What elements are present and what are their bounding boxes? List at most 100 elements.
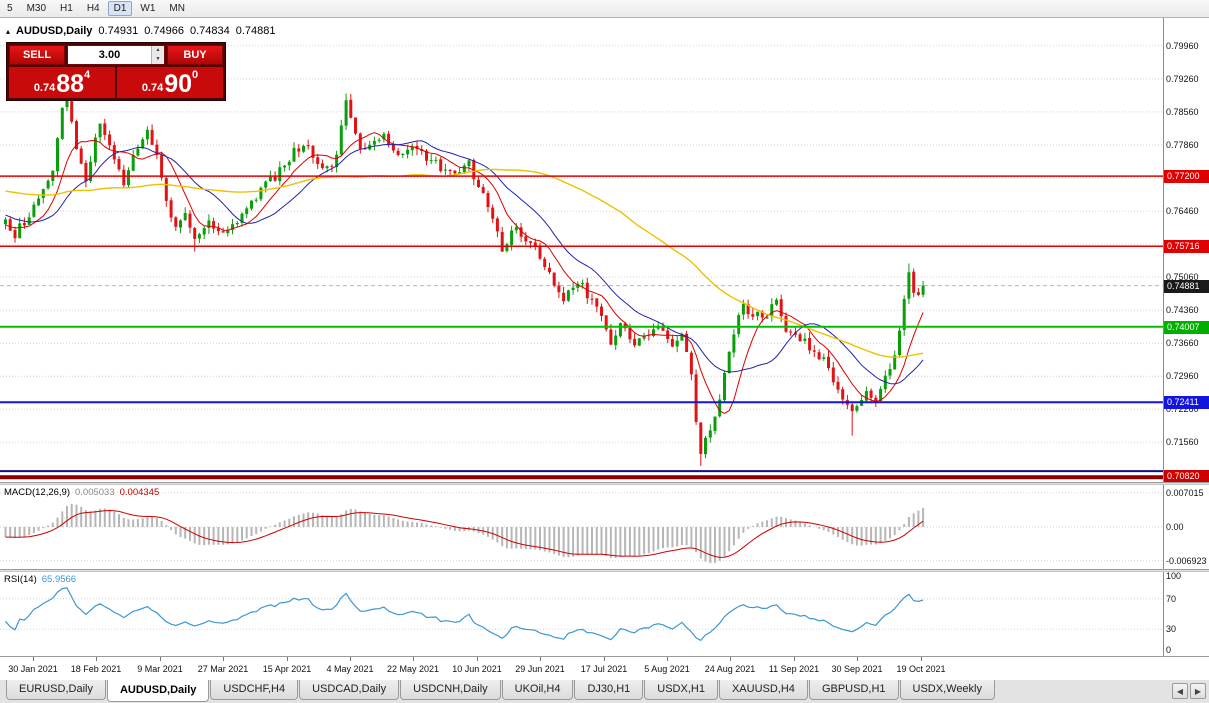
chart-tab-usdchf-h4[interactable]: USDCHF,H4 bbox=[210, 680, 299, 700]
chart-tab-audusd-daily[interactable]: AUDUSD,Daily bbox=[106, 680, 210, 702]
date-tick bbox=[33, 657, 34, 661]
chart-tab-usdcad-daily[interactable]: USDCAD,Daily bbox=[299, 680, 400, 700]
tab-list: EURUSD,Daily AUDUSD,Daily USDCHF,H4 USDCAD,… bbox=[6, 680, 996, 702]
date-tick bbox=[857, 657, 858, 661]
axis-tick-label: 0.74360 bbox=[1166, 305, 1199, 315]
timeframe-toolbar: 5 M30 H1 H4 D1 W1 MN bbox=[0, 0, 1209, 18]
date-label: 17 Jul 2021 bbox=[580, 664, 628, 674]
one-click-trading-panel: SELL 3.00 ▲ ▼ BUY 0.74 88 4 0.74 90 0 bbox=[6, 42, 226, 101]
rsi-axis[interactable]: 100 70 30 0 bbox=[1163, 572, 1209, 656]
collapse-panel-icon[interactable]: ▴ bbox=[6, 26, 11, 36]
chart-tab-usdcnh-daily[interactable]: USDCNH,Daily bbox=[400, 680, 501, 700]
main-chart-pane[interactable]: 0.79960 0.79260 0.78560 0.77860 0.76460 0.750… bbox=[0, 18, 1209, 482]
macd-pane[interactable]: 0.007015 0.00 -0.006923 MACD(12,26,9) 0.00… bbox=[0, 485, 1209, 569]
macd-signal-value: 0.004345 bbox=[119, 487, 160, 498]
chart-window: 0.79960 0.79260 0.78560 0.77860 0.76460 0.750… bbox=[0, 18, 1209, 680]
pane-separator[interactable] bbox=[0, 569, 1209, 572]
axis-tick-label: 0 bbox=[1166, 645, 1172, 655]
date-tick bbox=[350, 657, 351, 661]
axis-tick-label: 0.75060 bbox=[1166, 272, 1199, 282]
rsi-pane[interactable]: 100 70 30 0 RSI(14) 65.9566 bbox=[0, 572, 1209, 656]
date-tick bbox=[413, 657, 414, 661]
timeframe-button-m30[interactable]: M30 bbox=[26, 3, 47, 14]
sell-button[interactable]: SELL bbox=[9, 45, 65, 65]
sell-price-prefix: 0.74 bbox=[33, 82, 56, 94]
buy-price-prefix: 0.74 bbox=[141, 82, 164, 94]
date-label: 24 Aug 2021 bbox=[704, 664, 756, 674]
date-label: 15 Apr 2021 bbox=[262, 664, 312, 674]
price-axis[interactable]: 0.79960 0.79260 0.78560 0.77860 0.76460 0.750… bbox=[1163, 18, 1209, 482]
date-tick bbox=[921, 657, 922, 661]
chart-tab-xauusd-h4[interactable]: XAUUSD,H4 bbox=[718, 680, 808, 700]
date-tick bbox=[794, 657, 795, 661]
axis-tick-label: 0.79260 bbox=[1166, 74, 1199, 84]
date-label: 30 Jan 2021 bbox=[8, 664, 58, 674]
axis-tick-label: 0.007015 bbox=[1166, 488, 1204, 498]
pane-separator[interactable] bbox=[0, 482, 1209, 485]
date-axis[interactable]: 30 Jan 2021 18 Feb 2021 9 Mar 2021 27 Mar 2… bbox=[0, 656, 1209, 680]
axis-tick-label: 0.77860 bbox=[1166, 140, 1199, 150]
axis-tick-label: 0.76460 bbox=[1166, 206, 1199, 216]
chart-tab-ukoil-h4[interactable]: UKOil,H4 bbox=[501, 680, 574, 700]
volume-stepper[interactable]: 3.00 ▲ ▼ bbox=[67, 45, 165, 65]
chart-tab-dj30-h1[interactable]: DJ30,H1 bbox=[574, 680, 644, 700]
axis-tick-label: -0.006923 bbox=[1166, 556, 1207, 566]
macd-main-value: 0.005033 bbox=[75, 487, 115, 498]
tab-scroll-arrows: ◀ ▶ bbox=[1172, 683, 1206, 699]
rsi-plot[interactable] bbox=[0, 572, 1163, 656]
date-tick bbox=[96, 657, 97, 661]
price-level-label: 0.72411 bbox=[1164, 396, 1209, 409]
timeframe-button-w1[interactable]: W1 bbox=[140, 3, 156, 14]
volume-value[interactable]: 3.00 bbox=[98, 49, 121, 61]
timeframe-button-d1[interactable]: D1 bbox=[107, 1, 133, 16]
chart-ohlc-title: ▴ AUDUSD,Daily 0.74931 0.74966 0.74834 0… bbox=[6, 25, 275, 37]
timeframe-button-mn[interactable]: MN bbox=[169, 3, 185, 14]
ohlc-low: 0.74834 bbox=[189, 25, 230, 37]
chart-tab-eurusd-daily[interactable]: EURUSD,Daily bbox=[6, 680, 106, 700]
date-tick bbox=[223, 657, 224, 661]
rsi-label: RSI(14) 65.9566 bbox=[4, 574, 76, 585]
axis-tick-label: 70 bbox=[1166, 594, 1177, 604]
date-label: 11 Sep 2021 bbox=[768, 664, 820, 674]
date-label: 19 Oct 2021 bbox=[896, 664, 946, 674]
date-label: 30 Sep 2021 bbox=[831, 664, 883, 674]
macd-plot[interactable] bbox=[0, 485, 1163, 569]
buy-price-pip: 0 bbox=[192, 69, 199, 81]
date-tick bbox=[667, 657, 668, 661]
symbol-title: AUDUSD,Daily bbox=[16, 25, 93, 37]
date-tick bbox=[160, 657, 161, 661]
tab-scroll-right-icon[interactable]: ▶ bbox=[1190, 683, 1206, 699]
rsi-name: RSI(14) bbox=[4, 574, 37, 585]
date-label: 22 May 2021 bbox=[386, 664, 440, 674]
chart-tab-gbpusd-h1[interactable]: GBPUSD,H1 bbox=[808, 680, 899, 700]
sell-price-big: 88 bbox=[56, 70, 85, 98]
date-tick bbox=[730, 657, 731, 661]
candlestick-plot[interactable] bbox=[0, 18, 1163, 482]
buy-button[interactable]: BUY bbox=[167, 45, 223, 65]
tab-scroll-left-icon[interactable]: ◀ bbox=[1172, 683, 1188, 699]
sell-price-pip: 4 bbox=[84, 69, 91, 81]
date-label: 9 Mar 2021 bbox=[137, 664, 183, 674]
chart-tab-usdx-weekly[interactable]: USDX,Weekly bbox=[899, 680, 995, 700]
chart-tab-bar: EURUSD,Daily AUDUSD,Daily USDCHF,H4 USDCAD,… bbox=[0, 680, 1209, 703]
sell-price[interactable]: 0.74 88 4 bbox=[9, 67, 115, 98]
timeframe-button-5[interactable]: 5 bbox=[7, 3, 13, 14]
price-level-label: 0.77200 bbox=[1164, 170, 1209, 183]
date-label: 27 Mar 2021 bbox=[197, 664, 249, 674]
macd-name: MACD(12,26,9) bbox=[4, 487, 70, 498]
volume-down-icon[interactable]: ▼ bbox=[152, 55, 164, 64]
macd-axis[interactable]: 0.007015 0.00 -0.006923 bbox=[1163, 485, 1209, 569]
price-level-label: 0.74881 bbox=[1164, 280, 1209, 293]
date-tick bbox=[604, 657, 605, 661]
price-level-label: 0.75716 bbox=[1164, 240, 1209, 253]
timeframe-button-h4[interactable]: H4 bbox=[86, 3, 100, 14]
date-tick bbox=[540, 657, 541, 661]
chart-tab-usdx-h1[interactable]: USDX,H1 bbox=[644, 680, 718, 700]
date-label: 18 Feb 2021 bbox=[70, 664, 122, 674]
timeframe-button-h1[interactable]: H1 bbox=[60, 3, 73, 14]
buy-price-big: 90 bbox=[164, 70, 193, 98]
price-level-label: 0.70820 bbox=[1164, 470, 1209, 482]
volume-up-icon[interactable]: ▲ bbox=[152, 46, 164, 55]
buy-price[interactable]: 0.74 90 0 bbox=[117, 67, 223, 98]
date-label: 29 Jun 2021 bbox=[515, 664, 565, 674]
